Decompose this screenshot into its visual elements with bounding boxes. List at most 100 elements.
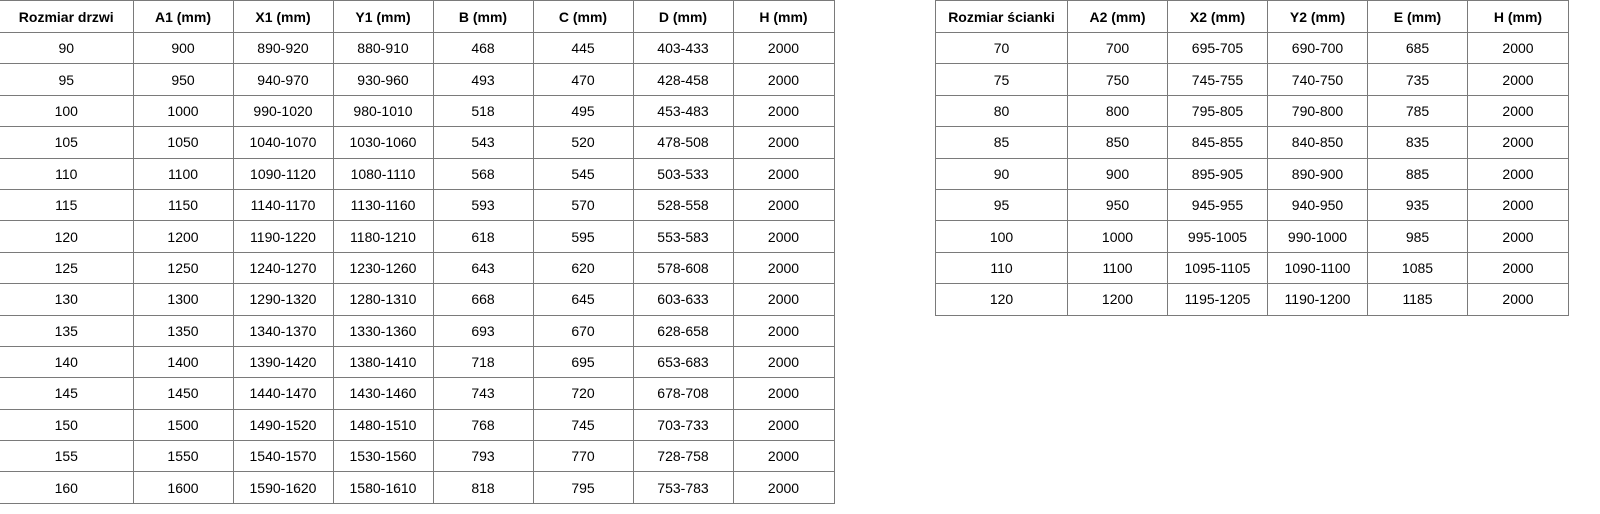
table-row: 105 1050 1040-1070 1030-1060 543 520 478-508 20… bbox=[0, 126, 835, 159]
table-cell: 100 bbox=[935, 220, 1068, 253]
table-cell: 468 bbox=[432, 31, 534, 65]
table-cell: 2000 bbox=[1467, 188, 1569, 222]
table-cell: 1130-1160 bbox=[332, 188, 434, 222]
table-cell: 2000 bbox=[1467, 220, 1569, 253]
table-cell: 493 bbox=[432, 63, 534, 96]
table-cell: 110 bbox=[0, 157, 134, 190]
table-cell: 603-633 bbox=[632, 283, 734, 316]
table-cell: 1450 bbox=[132, 377, 234, 410]
table-cell: 543 bbox=[432, 126, 534, 159]
table-cell: 90 bbox=[935, 157, 1068, 190]
table-cell: 935 bbox=[1367, 188, 1468, 222]
table-cell: 1200 bbox=[1067, 283, 1168, 316]
table-cell: 740-750 bbox=[1267, 63, 1368, 96]
door-size-table: Rozmiar drzwi A1 (mm) X1 (mm) Y1 (mm) B (mm)… bbox=[0, 0, 835, 504]
table-cell: 1190-1220 bbox=[232, 220, 334, 253]
header-row: Rozmiar drzwi A1 (mm) X1 (mm) Y1 (mm) B (mm)… bbox=[0, 0, 835, 33]
table-cell: 980-1010 bbox=[332, 94, 434, 128]
table-cell: 695-705 bbox=[1167, 31, 1268, 65]
table-cell: 628-658 bbox=[632, 314, 734, 347]
table-cell: 593 bbox=[432, 188, 534, 222]
column-header: B (mm) bbox=[432, 0, 534, 33]
table-row: 75 750 745-755 740-750 735 2000 bbox=[935, 63, 1569, 96]
table-cell: 1330-1360 bbox=[332, 314, 434, 347]
table-cell: 495 bbox=[532, 94, 634, 128]
table-cell: 818 bbox=[432, 471, 534, 504]
table-cell: 1590-1620 bbox=[232, 471, 334, 504]
table-cell: 750 bbox=[1067, 63, 1168, 96]
table-cell: 1490-1520 bbox=[232, 408, 334, 442]
table-cell: 790-800 bbox=[1267, 94, 1368, 128]
table-cell: 800 bbox=[1067, 94, 1168, 128]
table-cell: 1480-1510 bbox=[332, 408, 434, 442]
table-cell: 2000 bbox=[732, 345, 835, 379]
table-cell: 578-608 bbox=[632, 251, 734, 285]
table-row: 100 1000 995-1005 990-1000 985 2000 bbox=[935, 220, 1569, 253]
table-cell: 100 bbox=[0, 94, 134, 128]
table-cell: 568 bbox=[432, 157, 534, 190]
table-cell: 1400 bbox=[132, 345, 234, 379]
table-cell: 2000 bbox=[732, 471, 835, 504]
table-cell: 90 bbox=[0, 31, 134, 65]
table-cell: 2000 bbox=[1467, 157, 1569, 190]
table-cell: 1540-1570 bbox=[232, 440, 334, 473]
table-cell: 890-900 bbox=[1267, 157, 1368, 190]
table-cell: 753-783 bbox=[632, 471, 734, 504]
table-cell: 1090-1120 bbox=[232, 157, 334, 190]
table-cell: 1230-1260 bbox=[332, 251, 434, 285]
table-cell: 95 bbox=[0, 63, 134, 96]
table-row: 135 1350 1340-1370 1330-1360 693 670 628-658 20… bbox=[0, 314, 835, 347]
table-row: 80 800 795-805 790-800 785 2000 bbox=[935, 94, 1569, 128]
table-cell: 785 bbox=[1367, 94, 1468, 128]
table-cell: 595 bbox=[532, 220, 634, 253]
table-cell: 150 bbox=[0, 408, 134, 442]
table-cell: 135 bbox=[0, 314, 134, 347]
table-cell: 835 bbox=[1367, 126, 1468, 159]
table-cell: 503-533 bbox=[632, 157, 734, 190]
table-cell: 745 bbox=[532, 408, 634, 442]
table-row: 155 1550 1540-1570 1530-1560 793 770 728-758 20… bbox=[0, 440, 835, 473]
table-cell: 885 bbox=[1367, 157, 1468, 190]
table-row: 95 950 940-970 930-960 493 470 428-458 2000 bbox=[0, 63, 835, 96]
table-cell: 470 bbox=[532, 63, 634, 96]
column-header: Y1 (mm) bbox=[332, 0, 434, 33]
table-cell: 2000 bbox=[732, 126, 835, 159]
table-cell: 1240-1270 bbox=[232, 251, 334, 285]
table-cell: 2000 bbox=[732, 220, 835, 253]
table-cell: 403-433 bbox=[632, 31, 734, 65]
table-cell: 985 bbox=[1367, 220, 1468, 253]
table-cell: 2000 bbox=[732, 314, 835, 347]
table-row: 90 900 895-905 890-900 885 2000 bbox=[935, 157, 1569, 190]
table-cell: 95 bbox=[935, 188, 1068, 222]
table-cell: 80 bbox=[935, 94, 1068, 128]
table-cell: 1080-1110 bbox=[332, 157, 434, 190]
column-header: H (mm) bbox=[732, 0, 835, 33]
table-cell: 145 bbox=[0, 377, 134, 410]
table-cell: 678-708 bbox=[632, 377, 734, 410]
table-cell: 930-960 bbox=[332, 63, 434, 96]
table-cell: 1000 bbox=[1067, 220, 1168, 253]
table-cell: 2000 bbox=[732, 377, 835, 410]
table-cell: 1250 bbox=[132, 251, 234, 285]
table-cell: 110 bbox=[935, 251, 1068, 285]
table-cell: 700 bbox=[1067, 31, 1168, 65]
table-cell: 1000 bbox=[132, 94, 234, 128]
table-cell: 1500 bbox=[132, 408, 234, 442]
table-cell: 1280-1310 bbox=[332, 283, 434, 316]
column-header: C (mm) bbox=[532, 0, 634, 33]
table-cell: 2000 bbox=[732, 188, 835, 222]
table-cell: 2000 bbox=[1467, 31, 1569, 65]
table-cell: 690-700 bbox=[1267, 31, 1368, 65]
column-header: Y2 (mm) bbox=[1267, 0, 1368, 33]
table-cell: 1185 bbox=[1367, 283, 1468, 316]
table-row: 115 1150 1140-1170 1130-1160 593 570 528-558 20… bbox=[0, 188, 835, 222]
table-cell: 155 bbox=[0, 440, 134, 473]
table-row: 145 1450 1440-1470 1430-1460 743 720 678-708 20… bbox=[0, 377, 835, 410]
table-cell: 1600 bbox=[132, 471, 234, 504]
table-cell: 2000 bbox=[1467, 126, 1569, 159]
table-cell: 840-850 bbox=[1267, 126, 1368, 159]
table-row: 85 850 845-855 840-850 835 2000 bbox=[935, 126, 1569, 159]
table-cell: 668 bbox=[432, 283, 534, 316]
table-row: 110 1100 1090-1120 1080-1110 568 545 503-533 20… bbox=[0, 157, 835, 190]
table-cell: 478-508 bbox=[632, 126, 734, 159]
